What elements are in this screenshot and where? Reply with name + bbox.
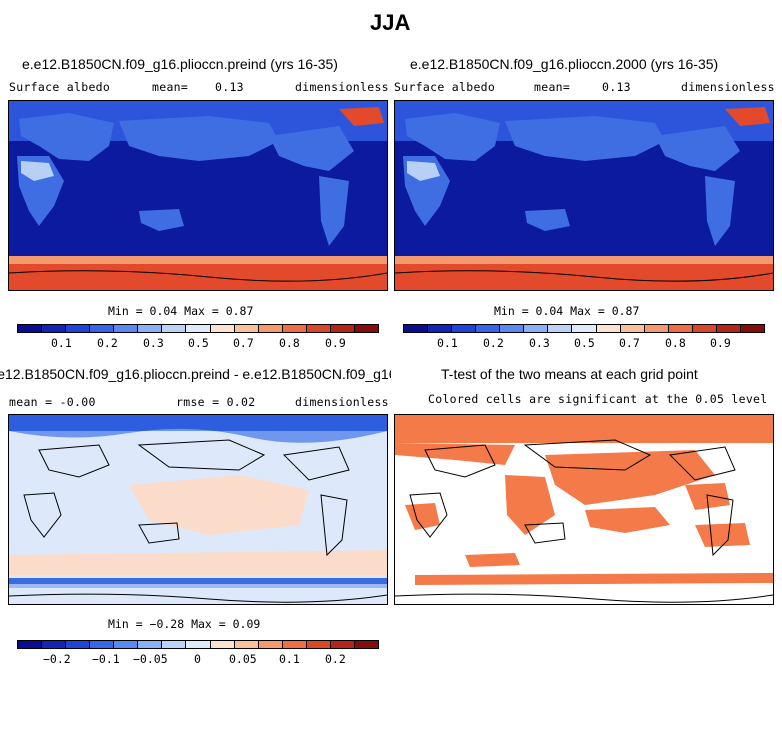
colorbar-swatch: [234, 641, 259, 648]
panel-4-title: T-test of the two means at each grid poi…: [441, 366, 698, 382]
colorbar-swatch: [572, 325, 597, 332]
p2-tick: 0.9: [710, 336, 731, 350]
colorbar-swatch: [404, 325, 429, 332]
panel-2-variable: Surface albedo: [394, 80, 496, 94]
panel-1-map: [8, 100, 388, 291]
colorbar-swatch: [186, 325, 211, 332]
p3-tick: 0.2: [325, 652, 346, 666]
panel-3-rmse: rmse = 0.02: [176, 395, 256, 409]
panel-1-title: e.e12.B1850CN.f09_g16.plioccn.preind (yr…: [22, 56, 338, 72]
colorbar-swatch: [90, 325, 115, 332]
panel-1-variable: Surface albedo: [9, 80, 111, 94]
panel-2-units: dimensionless: [681, 80, 775, 94]
panel-1-units: dimensionless: [295, 80, 389, 94]
albedo-map-1: [9, 101, 387, 290]
colorbar-swatch: [210, 641, 235, 648]
p3-tick: 0.1: [279, 652, 300, 666]
p3-tick: −0.05: [133, 652, 168, 666]
panel-3-map: [8, 414, 388, 605]
colorbar-swatch: [620, 325, 645, 332]
colorbar-swatch: [162, 641, 187, 648]
p3-tick: −0.1: [92, 652, 120, 666]
p2-tick: 0.1: [437, 336, 458, 350]
p3-tick: −0.2: [43, 652, 71, 666]
p2-tick: 0.3: [529, 336, 550, 350]
colorbar-swatch: [548, 325, 573, 332]
page-title: JJA: [370, 10, 411, 35]
difference-map: [9, 415, 387, 604]
panel-1-mean-label: mean=: [152, 80, 189, 94]
colorbar-swatch: [596, 325, 621, 332]
p2-tick: 0.5: [574, 336, 595, 350]
colorbar-swatch: [186, 641, 211, 648]
colorbar-swatch: [692, 325, 717, 332]
colorbar-swatch: [162, 325, 187, 332]
p3-tick: 0.05: [229, 652, 257, 666]
colorbar-swatch: [138, 641, 163, 648]
albedo-map-2: [395, 101, 773, 290]
colorbar-swatch: [282, 325, 307, 332]
colorbar-swatch: [668, 325, 693, 332]
panel-3-units: dimensionless: [295, 395, 389, 409]
panel-2-minmax: Min = 0.04 Max = 0.87: [494, 304, 640, 318]
panel-1-minmax: Min = 0.04 Max = 0.87: [108, 304, 254, 318]
colorbar-swatch: [210, 325, 235, 332]
panel-3-title: e.e12.B1850CN.f09_g16.plioccn.preind - e…: [0, 366, 391, 382]
colorbar-swatch: [306, 325, 331, 332]
panel-3-colorbar: [17, 640, 379, 649]
colorbar-swatch: [428, 325, 453, 332]
ttest-significance-map: [395, 415, 773, 604]
colorbar-swatch: [18, 641, 43, 648]
p3-tick: 0: [194, 652, 201, 666]
p1-tick: 0.1: [51, 336, 72, 350]
panel-2-title: e.e12.B1850CN.f09_g16.plioccn.2000 (yrs …: [410, 56, 719, 72]
panel-1-colorbar: [17, 324, 379, 333]
panel-4-subtitle: Colored cells are significant at the 0.0…: [428, 392, 768, 406]
p1-tick: 0.2: [97, 336, 118, 350]
colorbar-swatch: [114, 641, 139, 648]
colorbar-swatch: [114, 325, 139, 332]
colorbar-swatch: [330, 325, 355, 332]
colorbar-swatch: [66, 641, 91, 648]
colorbar-swatch: [716, 325, 741, 332]
colorbar-swatch: [354, 325, 378, 332]
panel-3-minmax: Min = −0.28 Max = 0.09: [108, 617, 261, 631]
panel-4-map: [394, 414, 774, 605]
colorbar-swatch: [644, 325, 669, 332]
colorbar-swatch: [138, 325, 163, 332]
colorbar-swatch: [42, 325, 67, 332]
colorbar-swatch: [282, 641, 307, 648]
colorbar-swatch: [42, 641, 67, 648]
panel-2-map: [394, 100, 774, 291]
colorbar-swatch: [234, 325, 259, 332]
colorbar-swatch: [476, 325, 501, 332]
colorbar-swatch: [90, 641, 115, 648]
p1-tick: 0.3: [143, 336, 164, 350]
colorbar-swatch: [18, 325, 43, 332]
colorbar-swatch: [354, 641, 378, 648]
colorbar-swatch: [258, 325, 283, 332]
colorbar-swatch: [452, 325, 477, 332]
colorbar-swatch: [330, 641, 355, 648]
panel-2-mean-value: 0.13: [602, 80, 631, 94]
colorbar-swatch: [306, 641, 331, 648]
panel-2-mean-label: mean=: [534, 80, 571, 94]
colorbar-swatch: [66, 325, 91, 332]
p2-tick: 0.7: [619, 336, 640, 350]
panel-2-colorbar: [403, 324, 765, 333]
panel-3-mean: mean = -0.00: [9, 395, 96, 409]
p2-tick: 0.2: [483, 336, 504, 350]
p1-tick: 0.9: [325, 336, 346, 350]
panel-1-mean-value: 0.13: [215, 80, 244, 94]
colorbar-swatch: [258, 641, 283, 648]
p2-tick: 0.8: [665, 336, 686, 350]
colorbar-swatch: [500, 325, 525, 332]
colorbar-swatch: [524, 325, 549, 332]
colorbar-swatch: [740, 325, 764, 332]
p1-tick: 0.8: [279, 336, 300, 350]
p1-tick: 0.7: [233, 336, 254, 350]
p1-tick: 0.5: [188, 336, 209, 350]
